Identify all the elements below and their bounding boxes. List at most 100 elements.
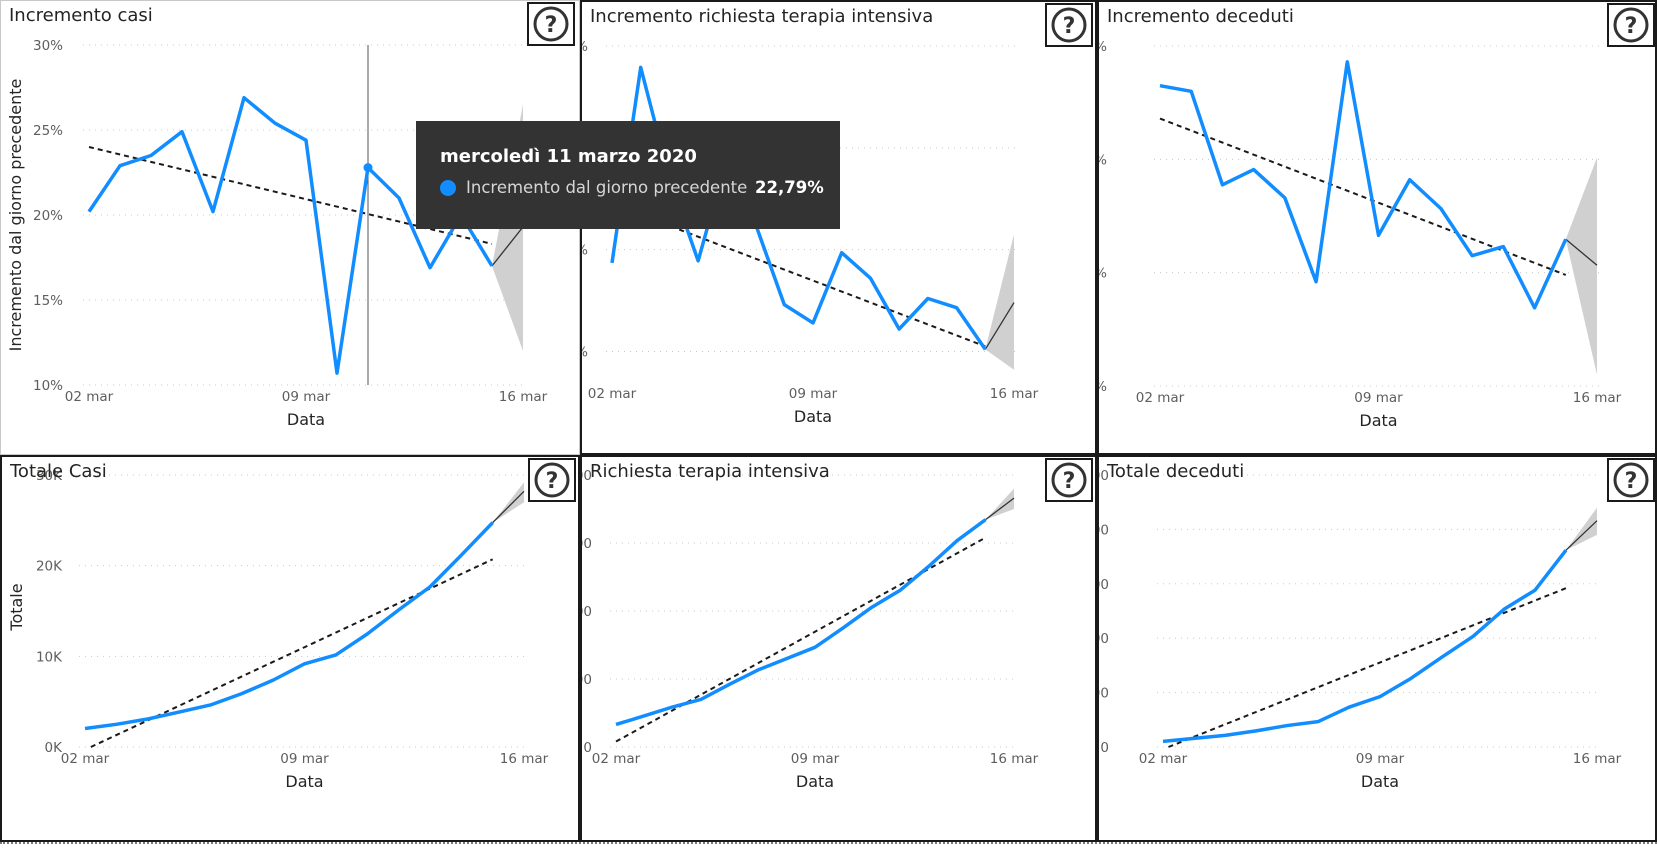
data-point[interactable] [176,709,182,715]
y-tick-label: 40% [582,39,588,55]
forecast-confidence-band [492,482,524,523]
data-point[interactable] [270,677,276,683]
data-point[interactable] [363,163,373,173]
data-point[interactable] [427,584,433,590]
data-point[interactable] [925,296,931,302]
series-line[interactable] [615,518,987,727]
data-point[interactable] [1501,606,1507,612]
data-point[interactable] [1376,232,1382,238]
data-point[interactable] [239,691,245,697]
data-point[interactable] [427,265,433,271]
data-point[interactable] [869,604,875,610]
data-point[interactable] [1377,694,1383,700]
data-point[interactable] [396,607,402,613]
data-point[interactable] [897,587,903,593]
data-point[interactable] [982,346,988,352]
data-point[interactable] [1284,723,1290,729]
data-point[interactable] [458,552,464,558]
data-point[interactable] [303,137,309,143]
help-button[interactable]: ? [528,458,576,502]
chart-panel-totale-casi[interactable]: 0K 10K 20K 30K 02 mar 09 mar 16 mar Data Totale … [0,455,580,842]
data-point[interactable] [113,721,119,727]
x-tick-label: 16 mar [990,386,1039,402]
data-point[interactable] [1253,728,1259,734]
data-point[interactable] [613,721,619,727]
data-point[interactable] [1408,675,1414,681]
x-tick-label: 02 mar [592,751,641,767]
data-point[interactable] [86,209,92,215]
data-point[interactable] [839,250,845,256]
data-point[interactable] [781,302,787,308]
series-line[interactable] [1162,549,1568,744]
y-tick-label: 500 [1099,686,1109,702]
data-point[interactable] [698,696,704,702]
data-point[interactable] [145,716,151,722]
data-point[interactable] [1469,253,1475,259]
data-point[interactable] [1282,195,1288,201]
help-button[interactable]: ? [1045,3,1093,47]
data-point[interactable] [334,370,340,376]
help-button[interactable]: ? [1045,458,1093,502]
series-line[interactable] [84,521,494,731]
data-point[interactable] [1219,182,1225,188]
data-point[interactable] [1188,88,1194,94]
data-point[interactable] [1500,244,1506,250]
data-point[interactable] [983,517,989,523]
data-point[interactable] [1160,738,1166,744]
data-point[interactable] [179,129,185,135]
data-point[interactable] [148,153,154,159]
data-point[interactable] [333,652,339,658]
data-point[interactable] [926,563,932,569]
series-line[interactable] [1159,60,1568,310]
data-point[interactable] [638,64,644,70]
data-point[interactable] [1344,59,1350,65]
data-point[interactable] [1346,704,1352,710]
data-point[interactable] [896,326,902,332]
data-point[interactable] [1157,83,1163,89]
data-point[interactable] [755,667,761,673]
data-point[interactable] [1438,206,1444,212]
chart-panel-richiesta-terapia-intensiva[interactable]: 0 500 1000 1500 2000 02 mar 09 mar 16 mar Data R… [580,455,1097,842]
data-point[interactable] [1532,587,1538,593]
data-point[interactable] [727,681,733,687]
data-point[interactable] [272,120,278,126]
help-button[interactable]: ? [527,2,575,46]
data-point[interactable] [1222,732,1228,738]
data-point[interactable] [1563,547,1569,553]
data-point[interactable] [1407,177,1413,183]
data-point[interactable] [1532,305,1538,311]
data-point[interactable] [302,661,308,667]
data-point[interactable] [867,275,873,281]
data-point[interactable] [812,644,818,650]
data-point[interactable] [670,704,676,710]
help-button[interactable]: ? [1607,3,1655,47]
data-point[interactable] [810,320,816,326]
data-point[interactable] [117,163,123,169]
data-point[interactable] [609,260,615,266]
data-point[interactable] [1439,654,1445,660]
help-button[interactable]: ? [1607,458,1655,502]
data-point[interactable] [207,702,213,708]
data-point[interactable] [1470,633,1476,639]
data-point[interactable] [641,713,647,719]
data-point[interactable] [1315,719,1321,725]
data-point[interactable] [210,209,216,215]
data-point[interactable] [82,726,88,732]
data-point[interactable] [489,263,495,269]
series-line[interactable] [87,95,494,375]
data-point[interactable] [1313,279,1319,285]
data-point[interactable] [1191,735,1197,741]
data-point[interactable] [364,631,370,637]
data-point[interactable] [241,95,247,101]
chart-panel-totale-deceduti[interactable]: 0 500 1000 1500 2000 2500 02 mar 09 mar 16 mar Da… [1097,455,1657,842]
data-point[interactable] [1251,167,1257,173]
data-point[interactable] [1563,236,1569,242]
chart-panel-incremento-deceduti[interactable]: 0% 20% 40% 60% 02 mar 09 mar 16 mar Data Increm… [1097,0,1657,455]
data-point[interactable] [954,305,960,311]
data-point[interactable] [840,625,846,631]
data-point[interactable] [954,538,960,544]
data-point[interactable] [695,258,701,264]
data-point[interactable] [490,520,496,526]
data-point[interactable] [396,195,402,201]
data-point[interactable] [784,656,790,662]
